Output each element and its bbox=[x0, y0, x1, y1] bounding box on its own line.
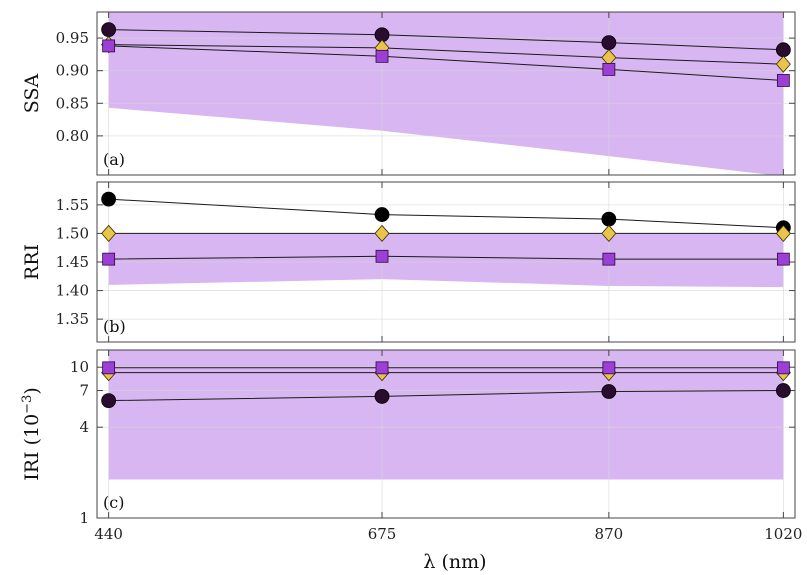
y-tick-label: 1 bbox=[79, 509, 89, 527]
y-tick-label: 0.90 bbox=[56, 62, 89, 80]
series-line-square bbox=[108, 255, 784, 260]
y-axis-label: RRI bbox=[21, 244, 43, 280]
y-tick-label: 1.35 bbox=[56, 310, 89, 328]
y-axis-label: IRI (10−3) bbox=[20, 387, 44, 481]
y-tick-label: 0.80 bbox=[56, 127, 89, 145]
circle-marker bbox=[101, 191, 117, 207]
circle-marker bbox=[775, 383, 791, 398]
panel-frame bbox=[96, 11, 796, 176]
y-tick-label: 7 bbox=[79, 382, 89, 400]
y-tick-label: 1.50 bbox=[56, 224, 89, 242]
circle-marker bbox=[101, 393, 117, 409]
circle-marker bbox=[601, 384, 617, 399]
y-tick-label: 1.45 bbox=[56, 253, 89, 271]
panel-2: 1.35 1.40 1.45 1.50 1.55 RRI (b) bbox=[21, 181, 796, 343]
square-marker bbox=[375, 361, 389, 375]
square-marker bbox=[375, 249, 389, 263]
x-tick-label: 1020 bbox=[764, 525, 802, 543]
panel-3: 1 4 7 10 IRI (10−3) (c) bbox=[20, 349, 796, 527]
y-tick-label: 1.40 bbox=[56, 282, 89, 300]
square-marker bbox=[776, 361, 790, 375]
panels: 0.800.850.900.95SSA(a)1.351.401.451.501.… bbox=[20, 11, 796, 527]
y-tick-label: 0.85 bbox=[56, 94, 89, 112]
square-marker bbox=[375, 49, 389, 63]
circle-marker bbox=[374, 389, 390, 404]
series-line-circle bbox=[108, 198, 784, 229]
diamond-marker bbox=[601, 224, 617, 243]
square-marker bbox=[776, 74, 790, 87]
x-tick-label: 675 bbox=[368, 525, 397, 543]
square-marker bbox=[776, 252, 790, 266]
panel-label: (c) bbox=[103, 493, 124, 512]
panel-label: (a) bbox=[103, 150, 125, 169]
y-tick-label: 1.55 bbox=[56, 196, 89, 214]
square-marker bbox=[102, 361, 116, 375]
x-tick-label: 440 bbox=[94, 525, 123, 543]
series-line-diamond bbox=[108, 44, 784, 65]
circle-marker bbox=[775, 42, 791, 58]
x-axis-label: λ (nm) bbox=[423, 551, 486, 573]
series-line-circle bbox=[108, 29, 784, 51]
circle-marker bbox=[101, 22, 117, 38]
x-tick-label: 870 bbox=[595, 525, 624, 543]
series-line-circle bbox=[108, 390, 784, 402]
uncertainty-band bbox=[108, 350, 784, 480]
y-tick-label: 4 bbox=[79, 418, 89, 436]
square-marker bbox=[602, 252, 616, 266]
circle-marker bbox=[601, 211, 617, 227]
x-axis: λ (nm) 440 675 870 1020 bbox=[94, 525, 802, 573]
diamond-marker bbox=[775, 55, 791, 73]
square-marker bbox=[602, 361, 616, 375]
y-tick-label: 10 bbox=[70, 358, 89, 376]
uncertainty-band bbox=[108, 233, 784, 288]
diamond-marker bbox=[101, 224, 117, 243]
square-marker bbox=[602, 62, 616, 76]
y-tick-label: 0.95 bbox=[56, 29, 89, 47]
y-axis-label: SSA bbox=[21, 74, 43, 114]
panel-1: 0.80 0.85 0.90 0.95 SSA (a) bbox=[21, 11, 796, 176]
series-line-square bbox=[108, 45, 784, 81]
panel-frame bbox=[96, 349, 796, 519]
diamond-marker bbox=[374, 224, 390, 243]
square-marker bbox=[102, 252, 116, 266]
panel-label: (b) bbox=[103, 317, 126, 336]
square-marker bbox=[102, 39, 116, 53]
circle-marker bbox=[374, 207, 390, 222]
diamond-marker bbox=[775, 224, 791, 243]
circle-marker bbox=[601, 35, 617, 51]
